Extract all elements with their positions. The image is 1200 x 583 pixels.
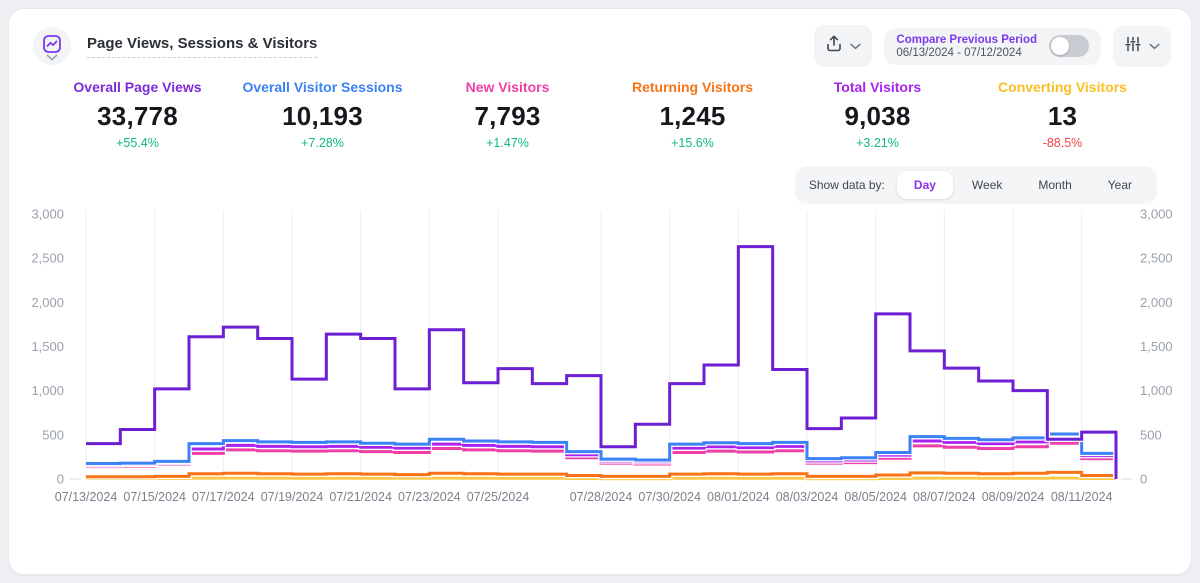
chevron-down-icon <box>850 37 861 55</box>
y-axis-label: 1,000 <box>1140 383 1173 398</box>
metric-change: -88.5% <box>1042 136 1083 150</box>
sliders-icon <box>1124 35 1142 58</box>
x-axis-label: 08/11/2024 <box>1051 490 1113 504</box>
metric-converting-visitors[interactable]: Converting Visitors 13 -88.5% <box>970 79 1155 150</box>
series-line-returning_visitors <box>86 470 1118 479</box>
metric-value: 1,245 <box>659 101 726 131</box>
x-axis-label: 08/01/2024 <box>707 490 770 504</box>
metric-change: +1.47% <box>486 136 529 150</box>
widget-title: Page Views, Sessions & Visitors <box>87 35 318 58</box>
metric-total-visitors[interactable]: Total Visitors 9,038 +3.21% <box>785 79 970 150</box>
x-axis-label: 07/23/2024 <box>398 490 461 504</box>
compare-toggle[interactable] <box>1049 35 1089 57</box>
x-axis-label: 08/07/2024 <box>913 490 976 504</box>
y-axis-label: 1,500 <box>31 339 64 354</box>
metric-value: 13 <box>1047 101 1078 131</box>
y-axis-label: 2,500 <box>31 251 64 266</box>
x-axis-label: 07/30/2024 <box>638 490 701 504</box>
metric-label: Overall Page Views <box>73 79 202 95</box>
metric-returning-visitors[interactable]: Returning Visitors 1,245 +15.6% <box>600 79 785 150</box>
export-icon <box>825 34 843 58</box>
metric-change: +7.28% <box>301 136 344 150</box>
metric-overall-visitor-sessions[interactable]: Overall Visitor Sessions 10,193 +7.28% <box>230 79 415 150</box>
analytics-widget-card: Page Views, Sessions & Visitors Compare … <box>8 8 1192 575</box>
y-axis-label: 500 <box>1140 427 1162 442</box>
metric-value: 7,793 <box>474 101 541 131</box>
metric-value: 9,038 <box>844 101 911 131</box>
x-axis-label: 07/25/2024 <box>467 490 530 504</box>
metrics-row: Overall Page Views 33,778 +55.4% Overall… <box>9 71 1191 150</box>
compare-date-range: 06/13/2024 - 07/12/2024 <box>896 46 1022 59</box>
metric-new-visitors[interactable]: New Visitors 7,793 +1.47% <box>415 79 600 150</box>
line-chart-icon <box>41 33 63 60</box>
granularity-year-button[interactable]: Year <box>1091 171 1149 199</box>
metric-label: Total Visitors <box>833 79 922 95</box>
y-axis-label: 2,000 <box>31 295 64 310</box>
x-axis-label: 08/03/2024 <box>776 490 839 504</box>
metric-label: Overall Visitor Sessions <box>242 79 403 95</box>
metric-label: Returning Visitors <box>631 79 754 95</box>
chart-area[interactable]: 0 500 1,000 1,500 2,000 2,500 3,000 0 500 1,000 1,… <box>9 206 1191 516</box>
granularity-day-button[interactable]: Day <box>896 171 953 199</box>
x-axis-label: 07/13/2024 <box>55 490 118 504</box>
x-axis-label: 07/21/2024 <box>329 490 392 504</box>
metric-label: New Visitors <box>465 79 550 95</box>
granularity-month-button[interactable]: Month <box>1021 171 1088 199</box>
y-axis-left: 0 500 1,000 1,500 2,000 2,500 3,000 <box>31 207 64 487</box>
show-data-by-segmented-control: Show data by: Day Week Month Year <box>794 166 1157 204</box>
metric-value: 10,193 <box>282 101 363 131</box>
chart-settings-button[interactable] <box>1113 25 1171 67</box>
y-axis-label: 2,500 <box>1140 251 1173 266</box>
series-line-visitor_sessions <box>86 432 1118 479</box>
export-button[interactable] <box>814 25 873 67</box>
y-axis-label: 3,000 <box>1140 207 1173 222</box>
y-axis-label: 2,000 <box>1140 295 1173 310</box>
chevron-down-icon <box>46 48 58 66</box>
toggle-knob <box>1051 37 1069 55</box>
x-axis-label: 08/09/2024 <box>982 490 1045 504</box>
chart-svg: 0 500 1,000 1,500 2,000 2,500 3,000 0 500 1,000 1,… <box>31 207 1173 505</box>
chevron-down-icon <box>1149 37 1160 55</box>
y-axis-label: 500 <box>42 427 64 442</box>
granularity-week-button[interactable]: Week <box>955 171 1019 199</box>
granularity-controls: Show data by: Day Week Month Year <box>9 150 1191 204</box>
x-axis-label: 07/17/2024 <box>192 490 255 504</box>
y-axis-label: 1,500 <box>1140 339 1173 354</box>
metric-overall-page-views[interactable]: Overall Page Views 33,778 +55.4% <box>45 79 230 150</box>
metric-value: 33,778 <box>97 101 178 131</box>
y-axis-right: 0 500 1,000 1,500 2,000 2,500 3,000 <box>1140 207 1173 487</box>
compare-label: Compare Previous Period <box>896 33 1037 46</box>
y-axis-label: 0 <box>57 472 64 487</box>
series-line-page_views <box>86 245 1118 479</box>
show-data-by-label: Show data by: <box>808 178 885 192</box>
widget-header: Page Views, Sessions & Visitors Compare … <box>9 9 1191 71</box>
metric-change: +55.4% <box>116 136 159 150</box>
x-axis-label: 07/19/2024 <box>261 490 324 504</box>
metric-change: +15.6% <box>671 136 714 150</box>
metric-label: Converting Visitors <box>998 79 1127 95</box>
x-axis-labels: 07/13/2024 07/15/2024 07/17/2024 07/19/2024… <box>55 490 1113 504</box>
widget-type-selector[interactable] <box>33 27 71 65</box>
x-axis-label: 07/28/2024 <box>570 490 633 504</box>
metric-change: +3.21% <box>856 136 899 150</box>
compare-previous-period-control[interactable]: Compare Previous Period 06/13/2024 - 07/… <box>884 27 1101 65</box>
x-axis-label: 07/15/2024 <box>123 490 186 504</box>
y-axis-label: 0 <box>1140 472 1147 487</box>
y-axis-label: 1,000 <box>31 383 64 398</box>
x-axis-label: 08/05/2024 <box>844 490 907 504</box>
y-axis-label: 3,000 <box>31 207 64 222</box>
